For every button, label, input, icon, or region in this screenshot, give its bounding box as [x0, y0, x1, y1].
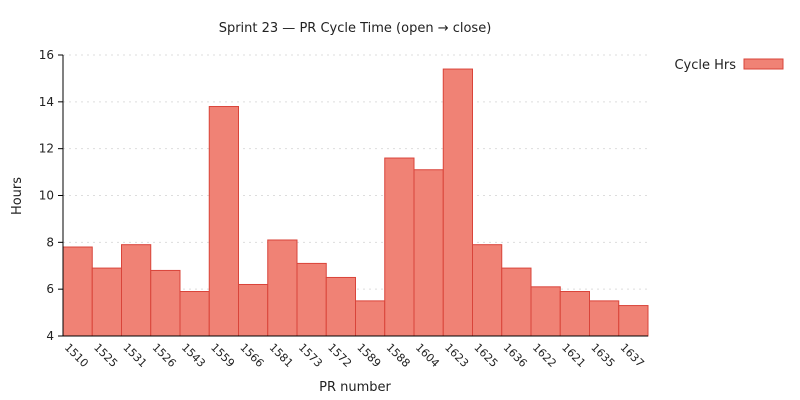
x-tick-label: 1525 [91, 341, 120, 370]
chart-title: Sprint 23 — PR Cycle Time (open → close) [219, 21, 492, 36]
x-axis-label: PR number [319, 380, 391, 395]
bar [501, 267, 532, 337]
x-tick-label: 1621 [559, 341, 588, 370]
bars [62, 68, 649, 337]
bar [91, 267, 122, 337]
x-tick-label: 1531 [120, 341, 149, 370]
legend-label: Cycle Hrs [674, 58, 736, 73]
bar [442, 68, 473, 337]
y-tick-label: 16 [39, 48, 54, 62]
bar [238, 283, 269, 337]
x-tick-label: 1622 [530, 341, 559, 370]
bar [121, 244, 152, 337]
y-ticks: 4 6 8 10 12 14 16 [39, 48, 63, 343]
y-tick-label: 14 [39, 95, 54, 109]
legend: Cycle Hrs [674, 58, 784, 73]
x-tick-label: 1623 [442, 341, 471, 370]
bar [267, 239, 298, 337]
x-tick-label: 1635 [588, 341, 617, 370]
y-tick-label: 8 [46, 235, 54, 249]
bar [559, 291, 590, 337]
x-tick-label: 1559 [208, 341, 237, 370]
x-tick-label: 1588 [384, 341, 413, 370]
bar [413, 169, 444, 337]
bar [618, 305, 649, 337]
x-tick-label: 1604 [413, 341, 442, 370]
y-axis-label: Hours [10, 177, 25, 215]
x-tick-label: 1543 [179, 341, 208, 370]
x-tick-label: 1636 [501, 341, 530, 370]
x-ticks: 1510 1525 1531 1526 1543 1559 1566 1581 1573 1572… [62, 341, 647, 370]
y-tick-label: 6 [46, 282, 54, 296]
bar [150, 269, 181, 337]
bar [355, 300, 386, 337]
y-tick-label: 10 [39, 189, 54, 203]
x-tick-label: 1526 [150, 341, 179, 370]
bar [384, 157, 415, 337]
y-tick-label: 4 [46, 329, 54, 343]
legend-swatch [743, 58, 784, 70]
bar [179, 291, 210, 337]
bar [530, 286, 561, 337]
x-tick-label: 1573 [296, 341, 325, 370]
x-tick-label: 1589 [354, 341, 383, 370]
x-tick-label: 1637 [618, 341, 647, 370]
bar [296, 262, 327, 337]
x-tick-label: 1625 [471, 341, 500, 370]
bar [472, 244, 503, 337]
bar [208, 106, 239, 337]
y-tick-label: 12 [39, 142, 54, 156]
bar [62, 246, 93, 337]
x-tick-label: 1572 [325, 341, 354, 370]
bar [589, 300, 620, 337]
bar [325, 276, 356, 337]
x-tick-label: 1566 [237, 341, 266, 370]
x-tick-label: 1510 [62, 341, 91, 370]
x-tick-label: 1581 [267, 341, 296, 370]
